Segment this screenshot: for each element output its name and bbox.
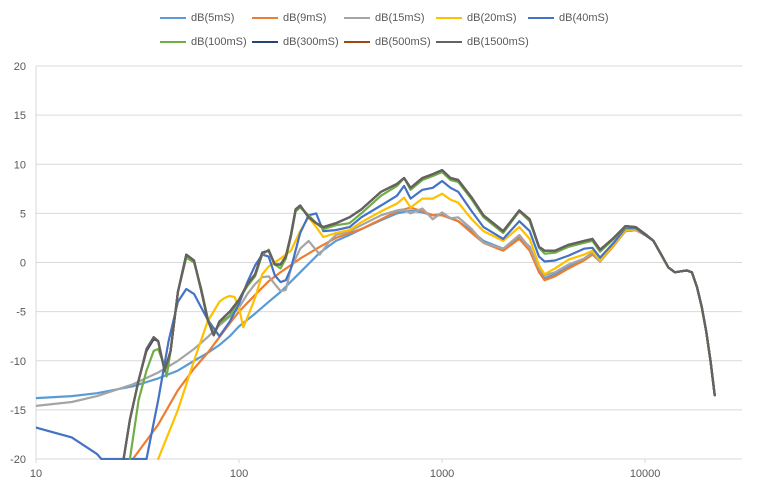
legend-item: dB(15mS) (344, 10, 425, 26)
x-tick-label: 10000 (630, 468, 661, 480)
legend-item: dB(1500mS) (436, 34, 529, 50)
chart-legend: dB(5mS) dB(9mS) dB(15mS) dB(20mS) dB(40mS) dB… (0, 0, 772, 60)
legend-swatch (436, 17, 462, 19)
y-tick-label: 0 (20, 258, 26, 270)
legend-item: dB(9mS) (252, 10, 326, 26)
legend-item: dB(40mS) (528, 10, 609, 26)
legend-label: dB(15mS) (375, 12, 425, 24)
legend-swatch (252, 41, 278, 43)
y-tick-label: 15 (14, 110, 26, 122)
legend-item: dB(5mS) (160, 10, 234, 26)
legend-label: dB(1500mS) (467, 36, 529, 48)
legend-swatch (252, 17, 278, 19)
y-tick-label: -10 (10, 356, 26, 368)
legend-swatch (160, 41, 186, 43)
legend-label: dB(20mS) (467, 12, 517, 24)
legend-label: dB(9mS) (283, 12, 327, 24)
legend-label: dB(100mS) (191, 36, 247, 48)
y-tick-label: 10 (14, 159, 26, 171)
legend-swatch (344, 17, 370, 19)
legend-label: dB(500mS) (375, 36, 431, 48)
legend-item: dB(300mS) (252, 34, 339, 50)
legend-item: dB(500mS) (344, 34, 431, 50)
y-tick-label: -5 (16, 307, 26, 319)
legend-label: dB(300mS) (283, 36, 339, 48)
y-tick-label: -20 (10, 454, 26, 466)
legend-swatch (160, 17, 186, 19)
y-tick-label: 5 (20, 208, 26, 220)
series-line-db-100ms (128, 171, 716, 460)
legend-swatch (436, 41, 462, 43)
legend-item: dB(100mS) (160, 34, 247, 50)
x-tick-label: 10 (30, 468, 42, 480)
x-tick-label: 100 (230, 468, 248, 480)
legend-label: dB(40mS) (559, 12, 609, 24)
y-tick-label: 20 (14, 61, 26, 73)
series-line-db-20ms (157, 192, 716, 460)
series-line-db-1500ms (122, 169, 716, 460)
legend-swatch (344, 41, 370, 43)
legend-label: dB(5mS) (191, 12, 235, 24)
y-tick-label: -15 (10, 405, 26, 417)
legend-swatch (528, 17, 554, 19)
legend-item: dB(20mS) (436, 10, 517, 26)
x-tick-label: 1000 (430, 468, 454, 480)
